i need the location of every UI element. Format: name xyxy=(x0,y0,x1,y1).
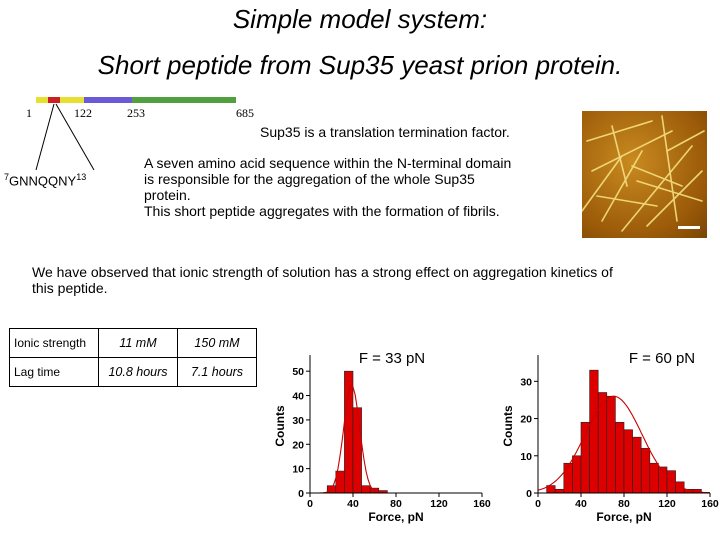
table-row: Lag time 10.8 hours 7.1 hours xyxy=(9,357,257,387)
fibril-micrograph xyxy=(582,111,707,238)
row-label: Lag time xyxy=(9,357,99,387)
y-tick-label: 40 xyxy=(292,391,304,403)
force-annotation: F = 60 pN xyxy=(629,350,695,367)
table-cell: 150 mM xyxy=(177,328,257,358)
fibril-strands xyxy=(582,115,705,232)
histogram-bar xyxy=(666,470,676,494)
force-histogram-2: 0 10 20 30 0 40 80 120 160 Force, pN Counts F = 60 … xyxy=(501,350,719,524)
histogram-bar xyxy=(649,462,659,494)
segment-1 xyxy=(36,97,48,103)
histogram-bar xyxy=(675,481,685,494)
x-axis-label: Force, pN xyxy=(596,510,651,524)
histogram-bar xyxy=(615,421,625,494)
fit-curve xyxy=(537,395,711,494)
position-label: 122 xyxy=(74,106,92,120)
x-tick-label: 160 xyxy=(701,498,719,510)
peptide-sequence-label: 7GNNQQNY13 xyxy=(4,172,87,189)
zoom-lines xyxy=(35,103,95,171)
description-line: is responsible for the aggregation of th… xyxy=(144,171,475,187)
position-label: 1 xyxy=(26,106,32,120)
table-cell: 11 mM xyxy=(98,328,178,358)
segment-5 xyxy=(132,97,236,103)
y-tick-label: 0 xyxy=(298,488,304,500)
histogram-bar xyxy=(580,421,590,494)
histogram-bar xyxy=(606,395,616,494)
y-tick-label: 20 xyxy=(520,414,532,426)
histogram-bar xyxy=(632,436,642,494)
segment-3 xyxy=(60,97,84,103)
observation-text: We have observed that ionic strength of … xyxy=(32,264,613,296)
histogram-bar xyxy=(361,485,371,494)
histogram-bar xyxy=(352,407,362,494)
x-tick-label: 160 xyxy=(473,498,491,510)
histogram-bar xyxy=(554,488,565,494)
histogram-bar xyxy=(572,455,582,494)
x-tick-label: 80 xyxy=(618,498,630,510)
table-cell: 10.8 hours xyxy=(98,357,178,387)
x-axis-label: Force, pN xyxy=(368,510,423,524)
description-line: protein. xyxy=(144,187,191,203)
x-tick-label: 0 xyxy=(535,498,541,510)
segment-2 xyxy=(48,97,60,103)
force-annotation: F = 33 pN xyxy=(359,350,425,367)
y-tick-label: 10 xyxy=(292,464,304,476)
y-tick-label: 30 xyxy=(520,376,532,388)
slide-title-line2: Short peptide from Sup35 yeast prion pro… xyxy=(97,50,623,80)
force-histogram-1: 0 10 20 30 40 50 0 40 80 120 160 Force, pN Counts F =… xyxy=(273,350,491,524)
y-tick-label: 50 xyxy=(292,366,304,378)
y-tick-label: 30 xyxy=(292,415,304,427)
x-tick-label: 120 xyxy=(430,498,448,510)
histogram-bar xyxy=(640,448,651,494)
y-tick-label: 10 xyxy=(520,451,532,463)
x-tick-label: 40 xyxy=(347,498,359,510)
table-cell: 7.1 hours xyxy=(177,357,257,387)
description-line: A seven amino acid sequence within the N… xyxy=(144,155,512,171)
x-tick-label: 120 xyxy=(658,498,676,510)
segment-4 xyxy=(84,97,132,103)
observation-line: this peptide. xyxy=(32,280,108,296)
observation-line: We have observed that ionic strength of … xyxy=(32,264,613,280)
x-tick-label: 0 xyxy=(307,498,313,510)
description-line: This short peptide aggregates with the f… xyxy=(144,203,500,219)
y-axis-label: Counts xyxy=(501,405,515,447)
row-label: Ionic strength xyxy=(9,328,99,358)
slide-title-line1: Simple model system: xyxy=(232,4,488,34)
fit-curve xyxy=(310,385,482,494)
y-axis-label: Counts xyxy=(273,405,287,447)
sup35-function-text: Sup35 is a translation termination facto… xyxy=(260,124,510,140)
peptide-description: A seven amino acid sequence within the N… xyxy=(144,155,511,219)
lag-time-table: Ionic strength 11 mM 150 mM Lag time 10.… xyxy=(9,328,257,387)
x-tick-label: 80 xyxy=(390,498,402,510)
histogram-bar xyxy=(623,429,633,494)
y-tick-label: 0 xyxy=(526,488,532,500)
y-tick-label: 20 xyxy=(292,439,304,451)
table-row: Ionic strength 11 mM 150 mM xyxy=(9,328,257,358)
x-tick-label: 40 xyxy=(575,498,587,510)
position-label: 685 xyxy=(236,106,254,120)
histogram-bar xyxy=(344,370,354,494)
position-label: 253 xyxy=(127,106,145,120)
histogram-bar xyxy=(563,462,573,494)
histogram-bar xyxy=(326,485,337,494)
histogram-bar xyxy=(589,369,599,494)
